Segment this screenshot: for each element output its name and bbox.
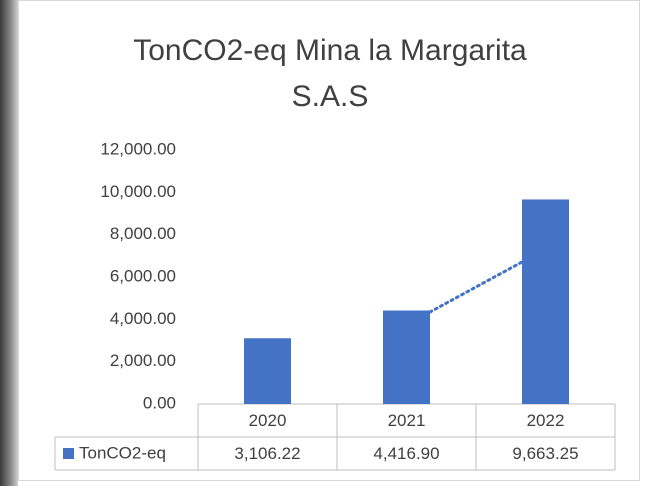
table-value: 3,106.22 [234,444,300,463]
y-tick-label: 12,000.00 [100,139,176,158]
y-tick-label: 0.00 [143,393,176,412]
bar [522,199,569,404]
y-tick-label: 4,000.00 [110,309,176,328]
trendline [428,260,524,314]
x-tick-label: 2021 [388,411,426,430]
table-value: 4,416.90 [373,444,439,463]
y-tick-label: 6,000.00 [110,266,176,285]
legend-swatch [63,448,74,459]
x-tick-label: 2020 [249,411,287,430]
chart-title: TonCO2-eq Mina la Margarita S.A.S [133,34,527,113]
x-tick-label: 2022 [527,411,565,430]
y-tick-label: 2,000.00 [110,351,176,370]
y-tick-label: 8,000.00 [110,224,176,243]
table-value: 9,663.25 [512,444,578,463]
legend-label: TonCO2-eq [79,443,166,462]
bar [244,338,291,404]
bar [383,310,430,404]
y-tick-label: 10,000.00 [100,182,176,201]
background-strip [0,0,18,486]
